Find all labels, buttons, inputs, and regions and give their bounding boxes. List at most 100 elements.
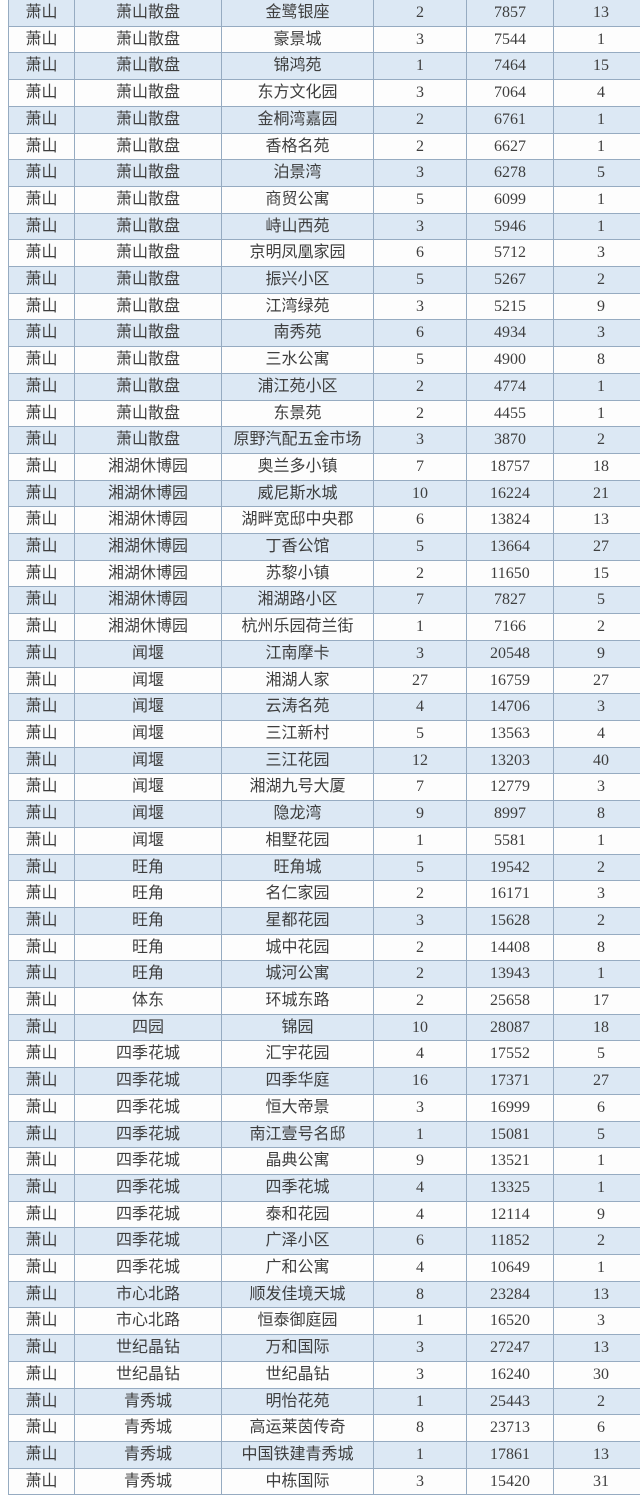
- district-cell: 萧山: [9, 881, 75, 908]
- sub-area-cell: 湘湖休博园: [75, 453, 222, 480]
- count-b-cell: 5: [554, 1121, 640, 1148]
- count-a-cell: 2: [374, 373, 467, 400]
- price-cell: 7857: [467, 0, 554, 26]
- district-cell: 萧山: [9, 907, 75, 934]
- price-cell: 14408: [467, 934, 554, 961]
- district-cell: 萧山: [9, 373, 75, 400]
- count-b-cell: 2: [554, 614, 640, 641]
- count-b-cell: 2: [554, 1228, 640, 1255]
- district-cell: 萧山: [9, 1014, 75, 1041]
- count-b-cell: 13: [554, 507, 640, 534]
- count-a-cell: 1: [374, 1121, 467, 1148]
- district-cell: 萧山: [9, 347, 75, 374]
- price-cell: 6278: [467, 160, 554, 187]
- sub-area-cell: 萧山散盘: [75, 240, 222, 267]
- price-cell: 14706: [467, 694, 554, 721]
- district-cell: 萧山: [9, 186, 75, 213]
- count-b-cell: 3: [554, 320, 640, 347]
- count-b-cell: 9: [554, 293, 640, 320]
- count-b-cell: 15: [554, 560, 640, 587]
- count-a-cell: 4: [374, 1174, 467, 1201]
- community-cell: 恒泰御庭园: [222, 1308, 374, 1335]
- count-b-cell: 3: [554, 881, 640, 908]
- count-a-cell: 2: [374, 988, 467, 1015]
- district-cell: 萧山: [9, 1335, 75, 1362]
- community-cell: 四季花城: [222, 1174, 374, 1201]
- price-cell: 15628: [467, 907, 554, 934]
- community-cell: 隐龙湾: [222, 801, 374, 828]
- district-cell: 萧山: [9, 1308, 75, 1335]
- count-a-cell: 6: [374, 507, 467, 534]
- count-a-cell: 7: [374, 774, 467, 801]
- price-cell: 7544: [467, 26, 554, 53]
- community-cell: 湘湖九号大厦: [222, 774, 374, 801]
- district-cell: 萧山: [9, 106, 75, 133]
- price-cell: 23713: [467, 1415, 554, 1442]
- count-a-cell: 9: [374, 801, 467, 828]
- price-cell: 13664: [467, 534, 554, 561]
- sub-area-cell: 四季花城: [75, 1255, 222, 1282]
- price-cell: 25658: [467, 988, 554, 1015]
- price-cell: 7064: [467, 80, 554, 107]
- district-cell: 萧山: [9, 1441, 75, 1468]
- community-cell: 京明凤凰家园: [222, 240, 374, 267]
- count-b-cell: 3: [554, 240, 640, 267]
- price-cell: 11852: [467, 1228, 554, 1255]
- sub-area-cell: 四季花城: [75, 1148, 222, 1175]
- count-a-cell: 6: [374, 1228, 467, 1255]
- count-a-cell: 1: [374, 827, 467, 854]
- price-cell: 6099: [467, 186, 554, 213]
- sub-area-cell: 湘湖休博园: [75, 587, 222, 614]
- count-b-cell: 13: [554, 0, 640, 26]
- community-cell: 三江新村: [222, 720, 374, 747]
- price-cell: 5712: [467, 240, 554, 267]
- count-b-cell: 1: [554, 1255, 640, 1282]
- count-b-cell: 5: [554, 160, 640, 187]
- price-cell: 4774: [467, 373, 554, 400]
- count-a-cell: 6: [374, 320, 467, 347]
- community-cell: 恒大帝景: [222, 1094, 374, 1121]
- price-cell: 25443: [467, 1388, 554, 1415]
- district-cell: 萧山: [9, 1041, 75, 1068]
- count-a-cell: 3: [374, 1094, 467, 1121]
- sub-area-cell: 闻堰: [75, 720, 222, 747]
- sub-area-cell: 旺角: [75, 961, 222, 988]
- sub-area-cell: 湘湖休博园: [75, 560, 222, 587]
- count-b-cell: 4: [554, 80, 640, 107]
- district-cell: 萧山: [9, 160, 75, 187]
- community-cell: 江湾绿苑: [222, 293, 374, 320]
- district-cell: 萧山: [9, 534, 75, 561]
- sub-area-cell: 萧山散盘: [75, 320, 222, 347]
- sub-area-cell: 旺角: [75, 934, 222, 961]
- community-cell: 万和国际: [222, 1335, 374, 1362]
- sub-area-cell: 青秀城: [75, 1468, 222, 1495]
- district-cell: 萧山: [9, 1228, 75, 1255]
- count-a-cell: 9: [374, 1148, 467, 1175]
- sub-area-cell: 萧山散盘: [75, 347, 222, 374]
- price-cell: 15420: [467, 1468, 554, 1495]
- count-a-cell: 5: [374, 186, 467, 213]
- community-cell: 豪景城: [222, 26, 374, 53]
- sub-area-cell: 体东: [75, 988, 222, 1015]
- count-b-cell: 9: [554, 1201, 640, 1228]
- sub-area-cell: 市心北路: [75, 1308, 222, 1335]
- price-cell: 18757: [467, 453, 554, 480]
- district-cell: 萧山: [9, 827, 75, 854]
- community-cell: 三江花园: [222, 747, 374, 774]
- count-b-cell: 27: [554, 1068, 640, 1095]
- sub-area-cell: 旺角: [75, 907, 222, 934]
- count-a-cell: 3: [374, 80, 467, 107]
